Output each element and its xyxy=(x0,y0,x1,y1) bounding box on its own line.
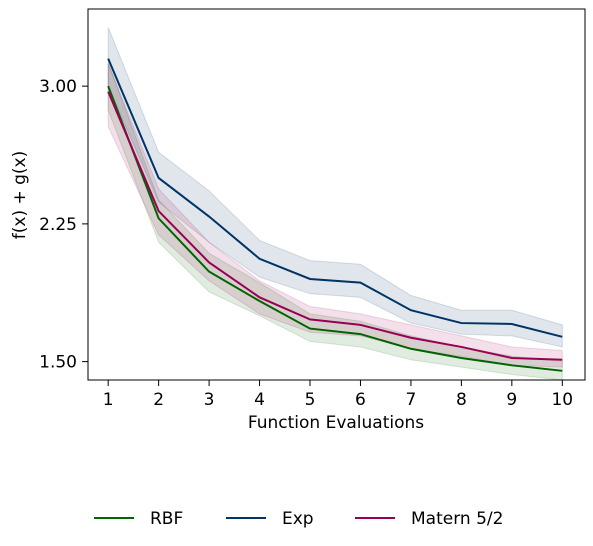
data-point-exp xyxy=(460,322,462,324)
band-exp xyxy=(107,27,563,348)
data-point-matern-5-2 xyxy=(359,324,361,326)
band-matern-5-2 xyxy=(107,63,563,368)
confidence-bands xyxy=(107,27,563,381)
legend-label-exp: Exp xyxy=(282,509,314,529)
y-tick-label: 2.25 xyxy=(39,215,77,235)
data-point-matern-5-2 xyxy=(208,261,210,263)
data-point-exp xyxy=(511,323,513,325)
y-tick-label: 3.00 xyxy=(39,77,77,97)
x-tick-label: 2 xyxy=(153,390,164,410)
y-axis-label: f(x) + g(x) xyxy=(10,151,30,239)
x-tick-label: 7 xyxy=(406,390,417,410)
data-point-matern-5-2 xyxy=(511,357,513,359)
data-point-rbf xyxy=(208,271,210,273)
data-point-rbf xyxy=(107,85,109,87)
x-axis-label: Function Evaluations xyxy=(248,413,424,433)
data-point-rbf xyxy=(359,333,361,335)
x-tick-label: 9 xyxy=(506,390,517,410)
data-point-matern-5-2 xyxy=(309,318,311,320)
data-point-exp xyxy=(107,58,109,60)
series-lines xyxy=(107,58,563,372)
x-tick-label: 6 xyxy=(355,390,366,410)
data-point-matern-5-2 xyxy=(158,210,160,212)
data-point-exp xyxy=(208,216,210,218)
x-tick-label: 5 xyxy=(305,390,316,410)
data-point-rbf xyxy=(511,364,513,366)
data-point-rbf xyxy=(259,300,261,302)
data-point-rbf xyxy=(460,357,462,359)
x-axis: 1 2 3 4 5 6 7 8 9 10 xyxy=(103,380,573,410)
plot-frame xyxy=(87,8,586,381)
data-point-exp xyxy=(410,309,412,311)
data-point-exp xyxy=(309,278,311,280)
legend-label-matern-5-2: Matern 5/2 xyxy=(411,509,503,529)
legend-label-rbf: RBF xyxy=(150,509,183,529)
data-point-matern-5-2 xyxy=(259,296,261,298)
x-tick-label: 10 xyxy=(551,390,573,410)
x-tick-label: 3 xyxy=(204,390,215,410)
data-point-matern-5-2 xyxy=(460,346,462,348)
data-point-rbf xyxy=(158,217,160,219)
legend: RBF Exp Matern 5/2 xyxy=(94,509,503,529)
data-point-rbf xyxy=(561,370,563,372)
data-point-exp xyxy=(259,258,261,260)
data-point-exp xyxy=(561,336,563,338)
data-point-exp xyxy=(359,282,361,284)
line-rbf xyxy=(107,85,563,372)
data-point-matern-5-2 xyxy=(107,91,109,93)
x-tick-label: 1 xyxy=(103,390,114,410)
y-tick-label: 1.50 xyxy=(39,353,77,373)
x-tick-label: 4 xyxy=(254,390,265,410)
x-tick-label: 8 xyxy=(456,390,467,410)
y-axis: 1.50 2.25 3.00 xyxy=(39,77,88,373)
data-point-matern-5-2 xyxy=(410,337,412,339)
line-matern-5-2 xyxy=(107,91,563,361)
data-point-matern-5-2 xyxy=(561,359,563,361)
data-point-exp xyxy=(158,177,160,179)
data-point-rbf xyxy=(410,348,412,350)
data-point-rbf xyxy=(309,328,311,330)
line-exp xyxy=(107,58,563,338)
